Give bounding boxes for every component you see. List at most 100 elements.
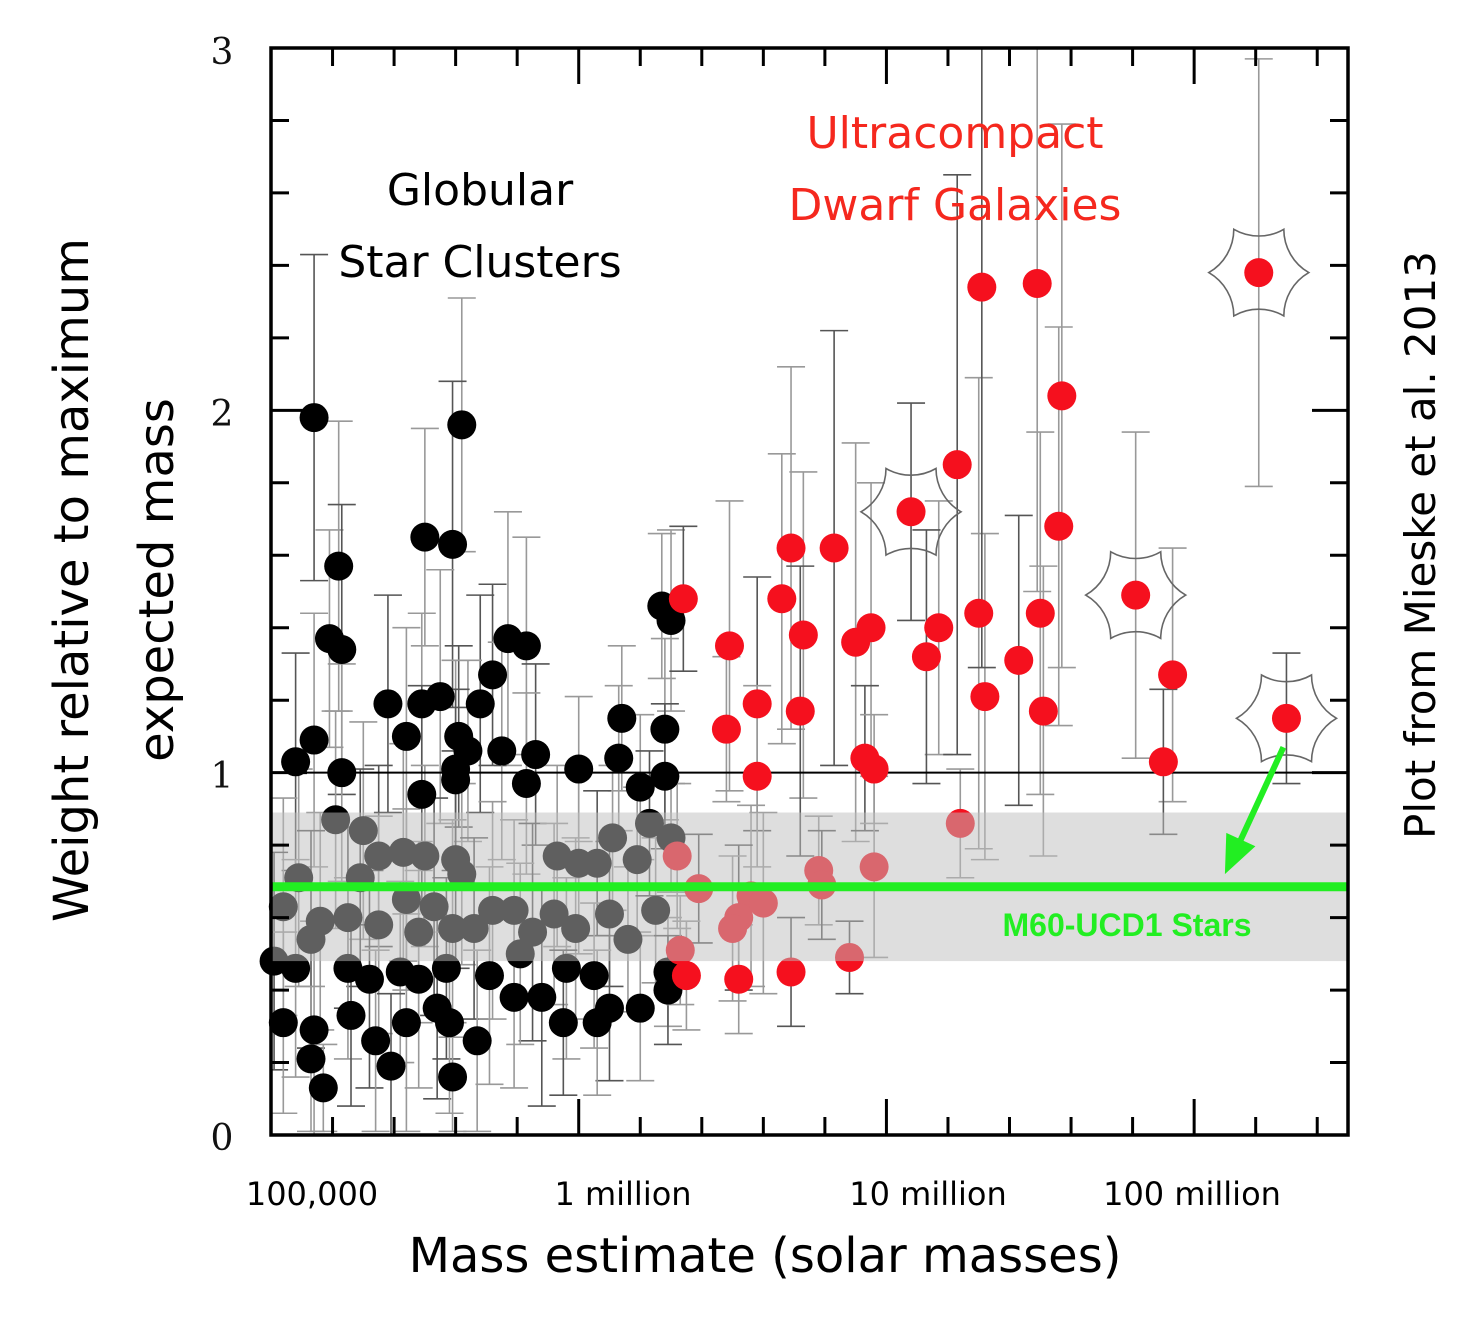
ucd-data-point bbox=[1044, 511, 1074, 541]
gc-data-point bbox=[407, 779, 437, 809]
gc-data-point bbox=[478, 660, 508, 690]
ucd-data-point bbox=[1148, 747, 1178, 777]
gc-data-point bbox=[299, 1015, 329, 1045]
ucd-data-point bbox=[742, 689, 772, 719]
gc-data-point bbox=[548, 1008, 578, 1038]
gc-data-point bbox=[438, 529, 468, 559]
gc-data-point bbox=[527, 982, 557, 1012]
ucd-data-point bbox=[788, 620, 818, 650]
gc-data-point bbox=[499, 982, 529, 1012]
y-axis-title-line2: expected mass bbox=[129, 398, 185, 762]
ucd-data-point bbox=[819, 533, 849, 563]
y-tick-label-3: 3 bbox=[211, 32, 234, 73]
gc-data-point bbox=[579, 961, 609, 991]
gc-data-point bbox=[564, 754, 594, 784]
ucd-data-point bbox=[970, 682, 1000, 712]
gc-data-point bbox=[607, 703, 637, 733]
y-axis-title-line1: Weight relative to maximum bbox=[44, 238, 100, 922]
x-tick-label-1e6: 1 million bbox=[554, 1175, 691, 1213]
gc-data-point bbox=[438, 1062, 468, 1092]
band-label: M60-UCD1 Stars bbox=[1003, 907, 1252, 943]
gc-data-point bbox=[361, 1026, 391, 1056]
gc-data-point bbox=[299, 725, 329, 755]
gc-data-point bbox=[447, 410, 477, 440]
ucd-data-point bbox=[1025, 598, 1055, 628]
star-marker-outline bbox=[859, 467, 963, 557]
ucd-data-point bbox=[1022, 269, 1052, 299]
ucd-data-point bbox=[1121, 580, 1151, 610]
ucd-data-point bbox=[942, 450, 972, 480]
gc-data-point bbox=[373, 689, 403, 719]
gc-data-point bbox=[625, 993, 655, 1023]
y-tick-label-1: 1 bbox=[211, 756, 234, 797]
gc-data-point bbox=[327, 634, 357, 664]
gc-data-point bbox=[582, 1008, 612, 1038]
ucd-data-point bbox=[964, 598, 994, 628]
star-marker-outline bbox=[1207, 227, 1311, 318]
ucd-data-point bbox=[896, 497, 926, 527]
gc-data-point bbox=[410, 522, 440, 552]
x-axis-title: Mass estimate (solar masses) bbox=[409, 1228, 1122, 1284]
ucd-data-point bbox=[776, 533, 806, 563]
ucd-data-point bbox=[785, 696, 815, 726]
ucd-data-point bbox=[1004, 645, 1034, 675]
x-tick-label-1e5: 100,000 bbox=[246, 1175, 378, 1213]
y-tick-label-2: 2 bbox=[211, 394, 234, 435]
x-tick-label-1e7: 10 million bbox=[849, 1175, 1006, 1213]
ucd-data-point bbox=[911, 642, 941, 672]
ucd-label-line2: Dwarf Galaxies bbox=[789, 180, 1122, 231]
gc-data-point bbox=[487, 736, 517, 766]
star-marker-outline bbox=[1084, 550, 1188, 640]
gc-data-point bbox=[462, 1026, 492, 1056]
ucd-data-point bbox=[859, 754, 889, 784]
highlight-band-group bbox=[271, 746, 1348, 962]
gc-data-point bbox=[296, 1044, 326, 1074]
gc-label-line2: Star Clusters bbox=[338, 237, 621, 288]
ucd-data-point bbox=[1244, 258, 1274, 288]
plot-frame bbox=[269, 46, 1350, 1137]
gc-data-point bbox=[308, 1073, 338, 1103]
ucd-data-point bbox=[1158, 660, 1188, 690]
gc-data-point bbox=[604, 743, 634, 773]
gc-data-point bbox=[268, 1008, 298, 1038]
gc-data-point bbox=[299, 403, 329, 433]
ucd-data-point bbox=[711, 714, 741, 744]
ucd-data-point bbox=[668, 584, 698, 614]
ucd-data-point bbox=[856, 613, 886, 643]
gc-data-point bbox=[391, 1008, 421, 1038]
x-tick-label-1e8: 100 million bbox=[1103, 1175, 1281, 1213]
gc-data-point bbox=[474, 961, 504, 991]
gc-data-point bbox=[441, 765, 471, 795]
ucd-data-point bbox=[1047, 381, 1077, 411]
gc-data-point bbox=[521, 740, 551, 770]
ucd-data-point bbox=[742, 761, 772, 791]
star-markers bbox=[859, 227, 1339, 763]
ucd-data-point bbox=[767, 584, 797, 614]
arrow-head bbox=[1224, 832, 1256, 875]
ucd-data-point bbox=[776, 957, 806, 987]
gc-label-line1: Globular bbox=[387, 165, 574, 216]
y-tick-label-0: 0 bbox=[211, 1118, 234, 1159]
gc-data-point bbox=[336, 1000, 366, 1030]
gc-data-point bbox=[511, 769, 541, 799]
ucd-label-line1: Ultracompact bbox=[806, 108, 1103, 159]
ucd-data-point bbox=[724, 964, 754, 994]
gc-data-point bbox=[324, 551, 354, 581]
ucd-data-point bbox=[714, 631, 744, 661]
gc-data-point bbox=[281, 747, 311, 777]
gc-data-point bbox=[391, 721, 421, 751]
gc-data-point bbox=[376, 1051, 406, 1081]
gc-data-point bbox=[425, 682, 455, 712]
ucd-data-point bbox=[1028, 696, 1058, 726]
ucd-data-point bbox=[924, 613, 954, 643]
gc-data-point bbox=[327, 758, 357, 788]
gc-data-point bbox=[354, 964, 384, 994]
gc-data-point bbox=[434, 1008, 464, 1038]
ucd-data-point bbox=[671, 961, 701, 991]
gc-data-point bbox=[650, 761, 680, 791]
axes bbox=[269, 46, 1350, 1137]
gc-data-point bbox=[511, 631, 541, 661]
gc-data-point bbox=[650, 714, 680, 744]
data-points bbox=[259, 258, 1301, 1103]
